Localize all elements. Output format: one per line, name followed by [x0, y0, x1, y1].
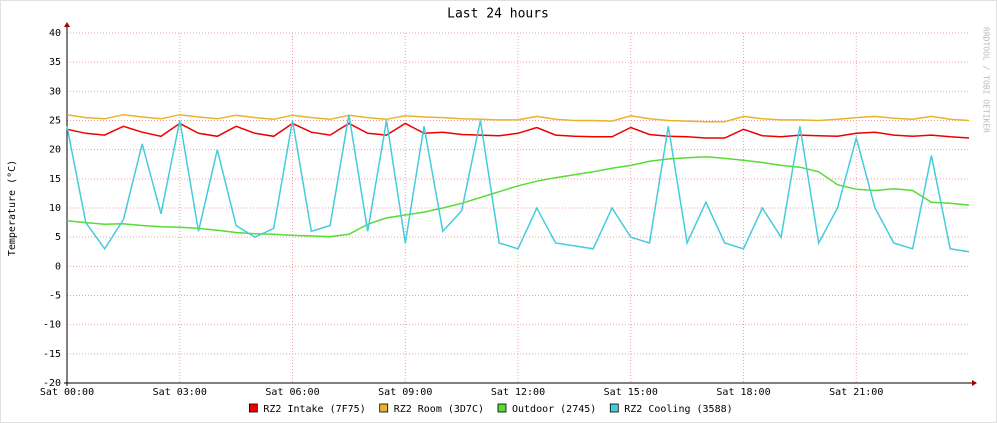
legend-swatch	[248, 403, 258, 413]
y-axis-arrow	[64, 22, 70, 27]
x-tick-label: Sat 12:00	[491, 387, 545, 398]
y-tick-label: -20	[43, 378, 61, 389]
y-tick-label: 0	[55, 261, 61, 272]
x-tick-label: Sat 21:00	[829, 387, 883, 398]
series-line	[66, 122, 970, 139]
y-tick-label: 35	[49, 57, 61, 68]
legend-label: RZ2 Intake (7F75)	[263, 404, 365, 415]
y-tick-label: -10	[43, 320, 61, 331]
legend-label: RZ2 Cooling (3588)	[624, 404, 732, 415]
y-axis-label: Temperature (°C)	[7, 160, 18, 256]
watermark: RRDTOOL / TOBI OETIKER	[982, 27, 991, 133]
x-axis-arrow	[972, 380, 977, 386]
legend-swatch	[379, 403, 389, 413]
y-tick-label: 10	[49, 203, 61, 214]
series-line	[66, 114, 970, 253]
x-tick-label: Sat 06:00	[265, 387, 319, 398]
y-tick-label: 5	[55, 232, 61, 243]
y-tick-label: 20	[49, 145, 61, 156]
x-tick-label: Sat 09:00	[378, 387, 432, 398]
legend-label: Outdoor (2745)	[512, 404, 596, 415]
legend-swatch	[497, 403, 507, 413]
y-tick-label: 25	[49, 116, 61, 127]
y-tick-label: -5	[49, 291, 61, 302]
x-tick-label: Sat 03:00	[153, 387, 207, 398]
y-tick-label: 15	[49, 174, 61, 185]
legend-swatch	[609, 403, 619, 413]
y-tick-label: 30	[49, 86, 61, 97]
legend-label: RZ2 Room (3D7C)	[394, 404, 484, 415]
x-tick-label: Sat 18:00	[716, 387, 770, 398]
y-tick-label: -15	[43, 349, 61, 360]
series-line	[66, 113, 970, 123]
chart-title: Last 24 hours	[447, 7, 549, 22]
series-line	[66, 155, 970, 238]
x-tick-label: Sat 00:00	[40, 387, 94, 398]
x-tick-label: Sat 15:00	[604, 387, 658, 398]
y-tick-label: 40	[49, 28, 61, 39]
